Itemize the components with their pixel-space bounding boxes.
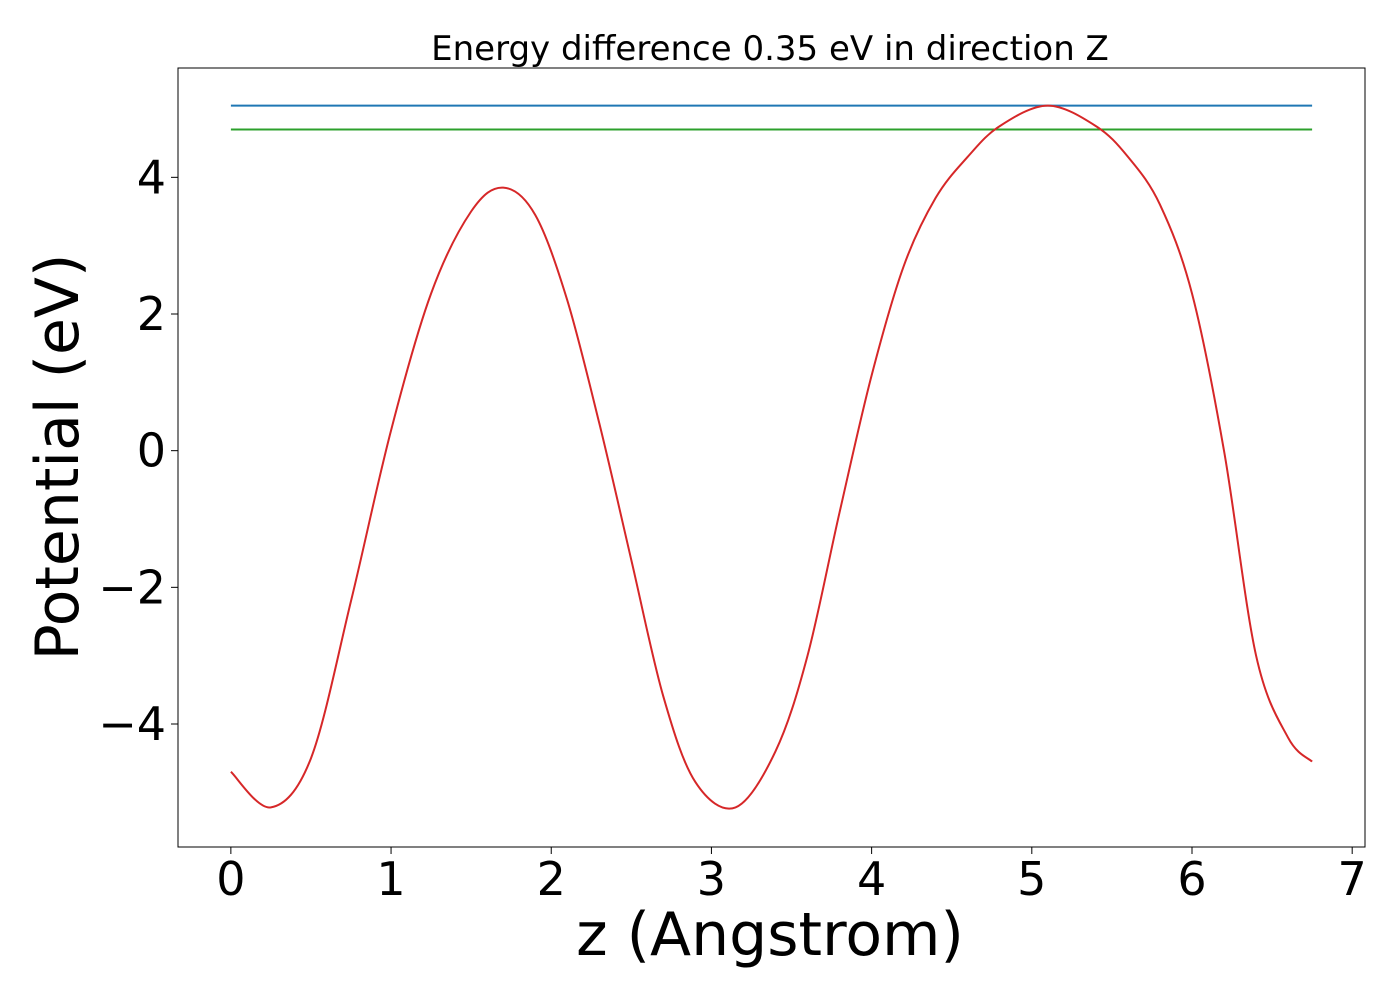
x-tick-label: 7 bbox=[1338, 852, 1367, 906]
y-tick-label: −2 bbox=[98, 560, 166, 614]
x-tick-label: 6 bbox=[1177, 852, 1206, 906]
y-tick-label: −4 bbox=[98, 697, 166, 751]
y-tick-label: 2 bbox=[137, 287, 166, 341]
chart-title: Energy difference 0.35 eV in direction Z bbox=[431, 29, 1109, 69]
y-tick-label: 4 bbox=[137, 150, 166, 204]
series-layer bbox=[230, 104, 1313, 810]
x-tick-label: 5 bbox=[1017, 852, 1046, 906]
x-tick-label: 2 bbox=[537, 852, 566, 906]
plot-area bbox=[177, 67, 1366, 848]
x-tick-label: 0 bbox=[216, 852, 245, 906]
x-tick-label: 3 bbox=[697, 852, 726, 906]
x-axis-label: z (Angstrom) bbox=[576, 900, 964, 970]
x-axis: 0 1 2 3 4 5 6 7 bbox=[216, 847, 1367, 906]
y-axis: −4 −2 0 2 4 bbox=[98, 150, 178, 751]
x-tick-label: 4 bbox=[857, 852, 886, 906]
series-line-3 bbox=[230, 104, 1313, 810]
y-tick-label: 0 bbox=[137, 424, 166, 478]
x-tick-label: 1 bbox=[376, 852, 405, 906]
y-axis-label: Potential (eV) bbox=[23, 254, 93, 661]
